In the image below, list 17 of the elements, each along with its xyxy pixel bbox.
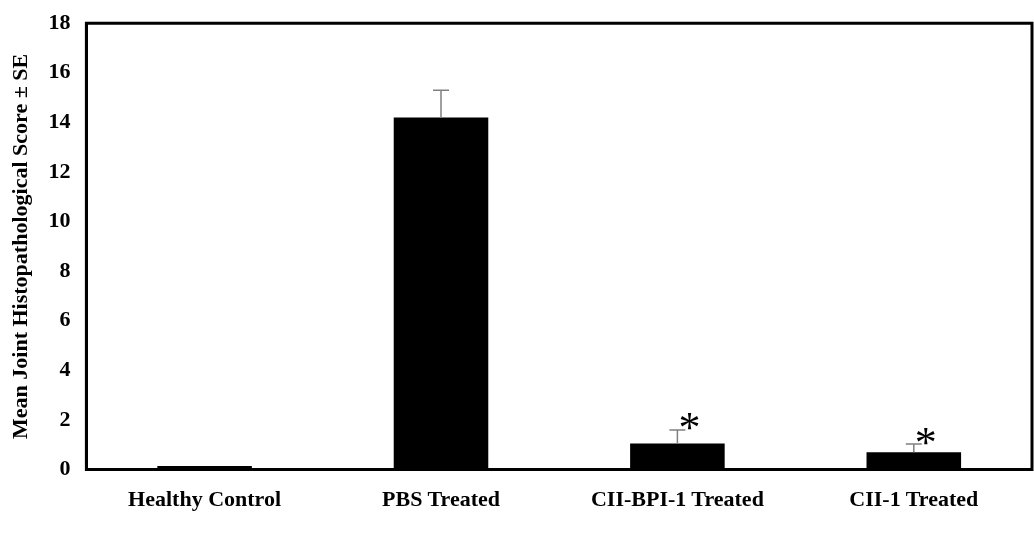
y-tick-label: 8 (59, 256, 71, 282)
y-tick-label: 12 (48, 157, 71, 183)
y-axis-title: Mean Joint Histopathological Score ± SE (6, 53, 32, 439)
y-tick-label: 4 (59, 356, 71, 382)
y-tick-label: 6 (59, 306, 71, 332)
x-tick-label: CII-1 Treated (849, 486, 979, 512)
y-tick-label: 0 (59, 455, 71, 481)
y-tick-label: 18 (48, 8, 71, 34)
y-tick-label: 2 (59, 405, 71, 431)
y-tick-label: 10 (48, 207, 71, 233)
annotation: * (914, 417, 937, 467)
x-tick-label: Healthy Control (128, 486, 282, 512)
y-tick-label: 16 (48, 58, 71, 84)
x-tick-label: PBS Treated (382, 486, 500, 512)
annotation: * (678, 402, 701, 452)
x-tick-label: CII-BPI-1 Treated (590, 486, 764, 512)
y-tick-label: 14 (48, 108, 71, 134)
